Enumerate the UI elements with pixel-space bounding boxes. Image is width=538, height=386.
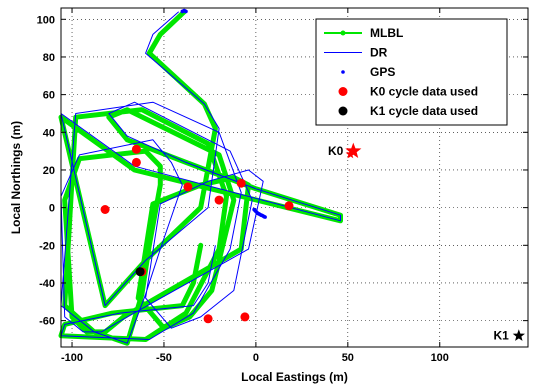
legend-label: K1 cycle data used (370, 104, 478, 118)
plot-frame (60, 7, 529, 348)
legend-swatch-marker (338, 106, 348, 116)
legend-label: DR (370, 46, 388, 60)
x-tick-label: 100 (431, 352, 449, 364)
k0-cycle-data-used-point (183, 182, 193, 192)
gps-point (184, 9, 188, 14)
k1-beacon-label: K1 (493, 329, 509, 343)
legend-label: MLBL (370, 26, 403, 40)
k0-cycle-data-used-point (131, 157, 141, 167)
y-tick-label: 40 (43, 127, 55, 139)
y-tick-label: -60 (39, 316, 55, 328)
k0-beacon-star (345, 142, 362, 158)
x-tick-label: 0 (253, 352, 259, 364)
y-tick-label: 20 (43, 165, 55, 177)
legend: MLBL DR GPS K0 cycle data used K1 cycle data… (315, 18, 508, 126)
y-tick-label: 80 (43, 52, 55, 64)
x-tick-label: 50 (342, 352, 354, 364)
k0-beacon-star (345, 149, 356, 159)
data-layer (58, 8, 343, 346)
legend-swatch-marker (338, 87, 348, 96)
y-tick-label: 60 (43, 90, 55, 102)
y-axis-label: Local Northings (m) (9, 121, 23, 234)
tick-layer: -100 -50 0 50 100 -60 -40 -20 0 20 40 60 80 100 (37, 8, 528, 364)
k0-cycle-data-used-point (284, 201, 294, 211)
k0-beacon-label: K0 (328, 144, 344, 158)
y-tick-label: -20 (39, 240, 55, 252)
k0-cycle-data-used-point (240, 312, 250, 322)
k0-cycle-data-used-point (203, 314, 213, 324)
k0-cycle-data-used-point (236, 178, 246, 188)
legend-label: K0 cycle data used (370, 85, 478, 99)
y-tick-label: -40 (39, 278, 55, 290)
annotation-layer: K0 K1 (328, 142, 525, 343)
mlbl-track-line (58, 9, 343, 346)
legend-box (315, 18, 508, 126)
legend-label: GPS (370, 65, 395, 79)
x-tick-label: -100 (61, 352, 83, 364)
k1-beacon-star (512, 329, 525, 341)
y-tick-label: 100 (37, 14, 55, 26)
gps-point (263, 215, 267, 219)
legend-swatch-marker (340, 30, 346, 36)
k1-cycle-data-used-point (135, 267, 145, 277)
k0-cycle-data-used-point (214, 195, 224, 205)
k0-cycle-data-used-point (131, 144, 141, 154)
k0-cycle-data-used-point (100, 205, 110, 214)
x-axis-label: Local Eastings (m) (241, 370, 348, 384)
y-tick-label: 0 (49, 203, 55, 215)
legend-swatch-marker (341, 70, 345, 74)
x-tick-label: -50 (156, 352, 172, 364)
